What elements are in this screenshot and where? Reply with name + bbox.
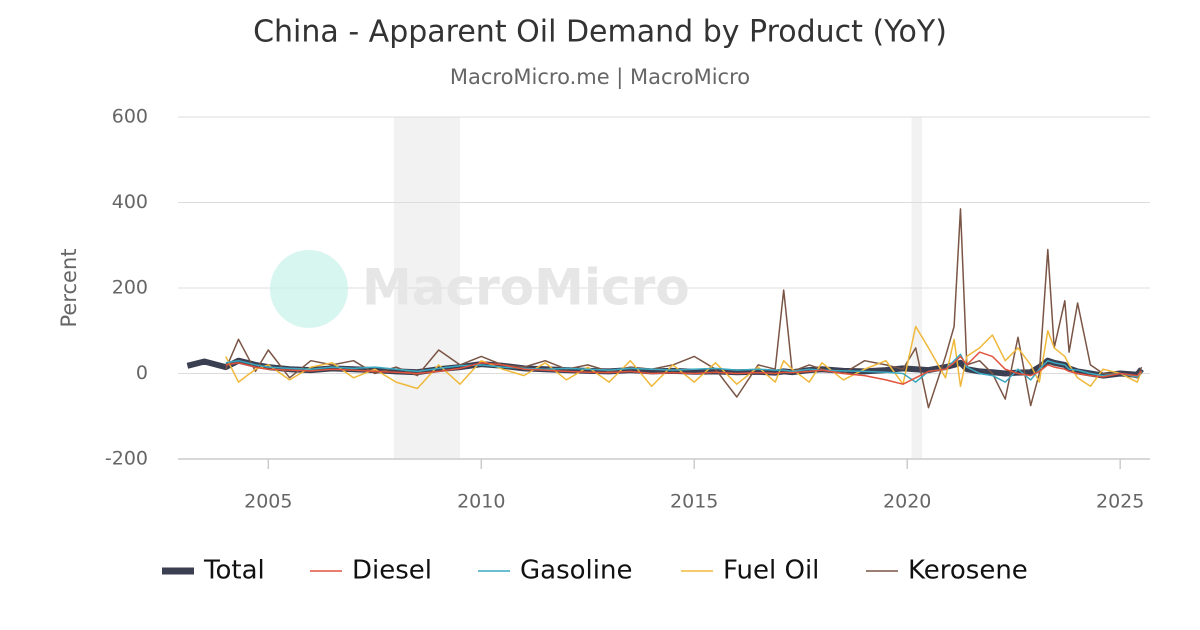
- x-tick-label: 2015: [670, 491, 718, 513]
- y-tick-label: -200: [105, 448, 148, 470]
- series-line: [225, 351, 1143, 385]
- legend-label: Diesel: [352, 556, 432, 586]
- y-tick-label: 600: [112, 106, 148, 128]
- x-tick-label: 2025: [1096, 491, 1144, 513]
- watermark: MacroMicro: [362, 259, 690, 317]
- chart-title: China - Apparent Oil Demand by Product (…: [253, 15, 947, 50]
- series-line: [225, 208, 1143, 409]
- y-tick-label: 400: [112, 191, 148, 213]
- y-tick-label: 200: [112, 277, 148, 299]
- y-tick-label: 0: [136, 362, 148, 384]
- legend-label: Kerosene: [908, 556, 1028, 586]
- y-axis-label: Percent: [57, 248, 81, 327]
- legend-label: Total: [203, 556, 265, 586]
- x-tick-label: 2020: [883, 491, 931, 513]
- legend-label: Fuel Oil: [723, 556, 819, 586]
- x-tick-label: 2010: [457, 491, 505, 513]
- watermark-logo: [270, 250, 348, 328]
- x-tick-label: 2005: [244, 491, 292, 513]
- legend-label: Gasoline: [520, 556, 632, 586]
- series-line: [225, 353, 1143, 383]
- chart-subtitle: MacroMicro.me | MacroMicro: [450, 65, 750, 90]
- series-line: [225, 325, 1143, 390]
